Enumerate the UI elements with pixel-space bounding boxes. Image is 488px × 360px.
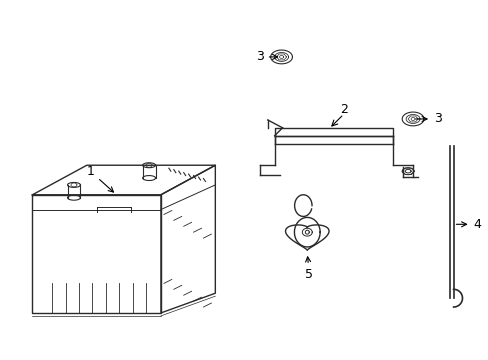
- Text: 4: 4: [455, 218, 480, 231]
- Text: 5: 5: [305, 257, 313, 281]
- Text: 2: 2: [339, 103, 347, 116]
- Text: 3: 3: [415, 112, 441, 125]
- Text: 3: 3: [255, 50, 277, 63]
- Text: 1: 1: [87, 165, 113, 192]
